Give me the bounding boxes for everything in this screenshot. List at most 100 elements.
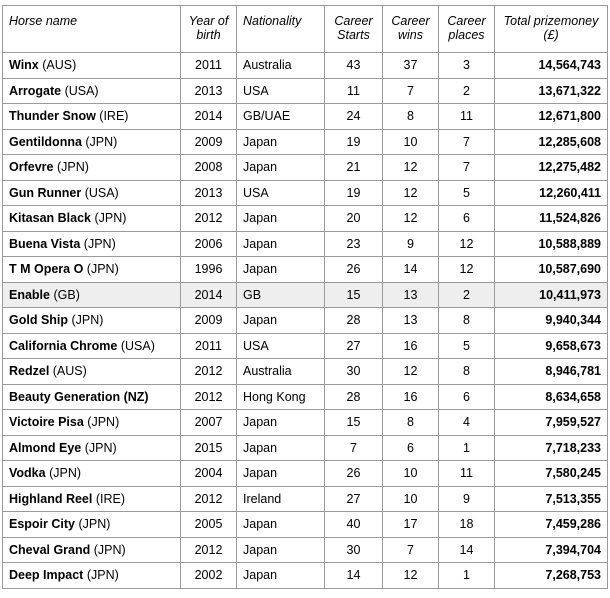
cell-career-starts: 28	[324, 307, 383, 334]
cell-career-wins: 8	[382, 103, 439, 130]
horse-name: Gun Runner	[9, 185, 82, 200]
table-row: Thunder Snow (IRE) 2014 GB/UAE 24 8 11 12,671,…	[2, 103, 608, 130]
cell-career-starts: 43	[324, 52, 383, 79]
table-row: Gold Ship (JPN) 2009 Japan 28 13 8 9,940,344	[2, 307, 608, 334]
cell-career-starts: 21	[324, 154, 383, 181]
cell-horse-name: Espoir City (JPN)	[2, 511, 181, 538]
cell-career-wins: 7	[382, 77, 439, 104]
table-body: Winx (AUS) 2011 Australia 43 37 3 14,564,743 Ar…	[2, 52, 608, 589]
cell-career-starts: 19	[324, 128, 383, 155]
cell-year-of-birth: 2004	[180, 460, 237, 487]
cell-nationality: GB	[236, 281, 325, 308]
cell-career-wins: 12	[382, 154, 439, 181]
horse-name: Winx	[9, 58, 39, 73]
table-row: Kitasan Black (JPN) 2012 Japan 20 12 6 11,524,…	[2, 205, 608, 232]
horse-country-code: (JPN)	[90, 542, 126, 557]
cell-horse-name: Deep Impact (JPN)	[2, 562, 181, 589]
cell-total-prizemoney: 10,411,973	[494, 281, 608, 308]
cell-career-wins: 10	[382, 485, 439, 512]
cell-total-prizemoney: 14,564,743	[494, 52, 608, 79]
header-row: Horse name Year of birth Nationality Care…	[2, 5, 608, 53]
cell-career-places: 5	[438, 332, 495, 359]
cell-horse-name: Gold Ship (JPN)	[2, 307, 181, 334]
cell-career-starts: 40	[324, 511, 383, 538]
cell-nationality: Ireland	[236, 485, 325, 512]
header-wins-line2: wins	[397, 28, 423, 42]
table-row: Buena Vista (JPN) 2006 Japan 23 9 12 10,588,88…	[2, 230, 608, 257]
cell-year-of-birth: 2012	[180, 383, 237, 410]
cell-year-of-birth: 2015	[180, 434, 237, 461]
header-year-line1: Year of	[188, 14, 229, 28]
cell-nationality: Japan	[236, 307, 325, 334]
cell-year-of-birth: 2013	[180, 179, 237, 206]
cell-year-of-birth: 2012	[180, 358, 237, 385]
table-row: Arrogate (USA) 2013 USA 11 7 2 13,671,322	[2, 77, 608, 104]
cell-career-wins: 12	[382, 179, 439, 206]
cell-career-starts: 30	[324, 358, 383, 385]
table-row: Almond Eye (JPN) 2015 Japan 7 6 1 7,718,233	[2, 434, 608, 461]
cell-year-of-birth: 2006	[180, 230, 237, 257]
cell-total-prizemoney: 11,524,826	[494, 205, 608, 232]
cell-career-starts: 7	[324, 434, 383, 461]
horse-country-code: (USA)	[61, 83, 99, 98]
cell-career-places: 6	[438, 383, 495, 410]
horse-name: Vodka	[9, 466, 46, 481]
horse-name: Gentildonna	[9, 134, 82, 149]
header-prize-line2: (£)	[543, 28, 559, 42]
cell-career-places: 2	[438, 281, 495, 308]
horse-country-code: (AUS)	[49, 364, 87, 379]
header-nationality: Nationality	[236, 5, 325, 53]
table-row: Gentildonna (JPN) 2009 Japan 19 10 7 12,285,60…	[2, 128, 608, 155]
horse-country-code: (USA)	[81, 185, 119, 200]
cell-career-wins: 13	[382, 281, 439, 308]
horse-country-code: (GB)	[50, 287, 80, 302]
cell-total-prizemoney: 12,275,482	[494, 154, 608, 181]
horse-name: Deep Impact	[9, 568, 84, 583]
cell-career-places: 4	[438, 409, 495, 436]
table-row: T M Opera O (JPN) 1996 Japan 26 14 12 10,587,6…	[2, 256, 608, 283]
table-row: Victoire Pisa (JPN) 2007 Japan 15 8 4 7,959,52…	[2, 409, 608, 436]
cell-total-prizemoney: 7,459,286	[494, 511, 608, 538]
cell-career-places: 5	[438, 179, 495, 206]
horse-name: Buena Vista	[9, 236, 81, 251]
horse-name: Cheval Grand	[9, 542, 91, 557]
horse-name: Redzel	[9, 364, 50, 379]
cell-horse-name: Gentildonna (JPN)	[2, 128, 181, 155]
cell-year-of-birth: 2005	[180, 511, 237, 538]
cell-year-of-birth: 2014	[180, 103, 237, 130]
cell-horse-name: Buena Vista (JPN)	[2, 230, 181, 257]
cell-horse-name: Orfevre (JPN)	[2, 154, 181, 181]
cell-horse-name: Arrogate (USA)	[2, 77, 181, 104]
cell-career-starts: 27	[324, 332, 383, 359]
cell-career-starts: 27	[324, 485, 383, 512]
horse-country-code: (JPN)	[75, 517, 111, 532]
cell-year-of-birth: 2008	[180, 154, 237, 181]
horse-country-code: (IRE)	[95, 109, 129, 124]
table-row: Highland Reel (IRE) 2012 Ireland 27 10 9 7,513…	[2, 485, 608, 512]
horse-country-code: (AUS)	[38, 58, 77, 73]
header-wins-line1: Career	[391, 14, 430, 28]
cell-nationality: Japan	[236, 128, 325, 155]
cell-nationality: Japan	[236, 256, 325, 283]
horse-country-code: (JPN)	[81, 134, 118, 149]
cell-total-prizemoney: 7,268,753	[494, 562, 608, 589]
horse-name: Almond Eye	[9, 440, 82, 455]
cell-total-prizemoney: 9,940,344	[494, 307, 608, 334]
cell-career-starts: 15	[324, 281, 383, 308]
cell-total-prizemoney: 7,959,527	[494, 409, 608, 436]
horse-country-code: (JPN)	[83, 568, 119, 583]
horse-name: Beauty Generation (NZ)	[9, 389, 149, 404]
header-career-places: Career places	[438, 5, 495, 53]
table-row: Gun Runner (USA) 2013 USA 19 12 5 12,260,411	[2, 179, 608, 206]
table-row: Winx (AUS) 2011 Australia 43 37 3 14,564,743	[2, 52, 608, 79]
cell-career-places: 11	[438, 103, 495, 130]
cell-career-starts: 26	[324, 256, 383, 283]
table-row: Enable (GB) 2014 GB 15 13 2 10,411,973	[2, 281, 608, 308]
cell-horse-name: Winx (AUS)	[2, 52, 181, 79]
cell-career-wins: 10	[382, 128, 439, 155]
table-row: Orfevre (JPN) 2008 Japan 21 12 7 12,275,482	[2, 154, 608, 181]
header-places-line2: places	[448, 28, 485, 42]
header-places-line1: Career	[447, 14, 486, 28]
cell-horse-name: Gun Runner (USA)	[2, 179, 181, 206]
cell-career-starts: 14	[324, 562, 383, 589]
